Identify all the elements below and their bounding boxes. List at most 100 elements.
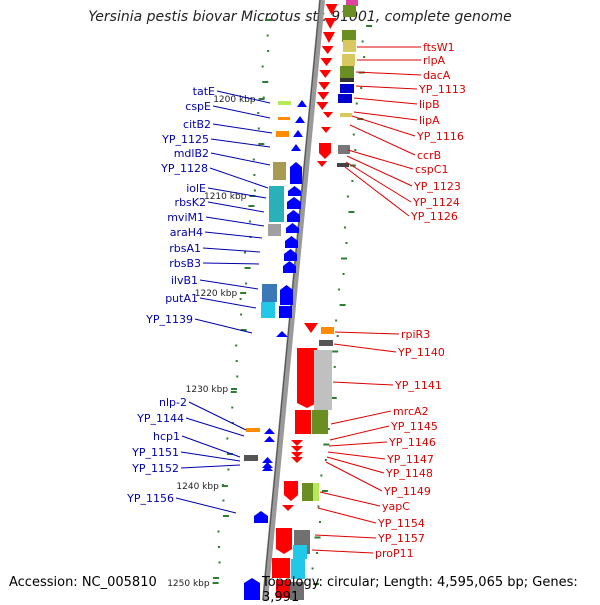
gene-block xyxy=(268,224,281,236)
left-label-connector xyxy=(207,201,265,213)
gene-arrow xyxy=(321,127,331,133)
gene-block xyxy=(269,186,284,222)
right-label-connector xyxy=(329,425,390,441)
genome-backbone xyxy=(262,0,325,600)
right-label-connector xyxy=(311,549,374,554)
right-gene-label: proP11 xyxy=(375,547,414,560)
left-gene-label: cspE xyxy=(185,100,211,113)
gene-block xyxy=(321,327,334,334)
right-gene-label: YP_1123 xyxy=(413,180,461,193)
reverse-gene-arrow xyxy=(322,32,335,43)
left-label-connector xyxy=(212,105,271,119)
gene-arrow-block xyxy=(283,261,296,273)
gene-arrow-block xyxy=(276,528,292,554)
gene-arrow xyxy=(319,153,331,159)
gene-features xyxy=(244,0,358,600)
right-label-connector xyxy=(345,161,412,203)
right-label-connector xyxy=(353,97,418,105)
gene-block xyxy=(340,78,354,82)
left-gene-label: YP_1151 xyxy=(131,446,179,459)
left-gene-label: YP_1144 xyxy=(136,412,184,425)
left-label-connector xyxy=(210,152,271,166)
reverse-gene-arrow xyxy=(321,46,334,54)
right-label-connector xyxy=(347,149,414,170)
gene-arrow xyxy=(295,116,305,123)
gene-arrow xyxy=(264,428,275,434)
gene-arrow xyxy=(323,112,333,118)
gene-arrow xyxy=(276,331,288,337)
gene-arrow-block xyxy=(254,511,268,523)
accession-text: Accession: NC_005810 xyxy=(9,575,157,590)
gene-block xyxy=(291,559,305,579)
left-label-connector xyxy=(180,464,241,469)
left-gene-label: YP_1156 xyxy=(126,492,174,505)
left-label-connector xyxy=(180,451,241,462)
left-label-connector xyxy=(209,167,269,189)
right-label-connector xyxy=(325,461,383,492)
right-gene-label: rlpA xyxy=(423,54,446,67)
left-gene-label: mviM1 xyxy=(167,211,204,224)
right-label-connector xyxy=(332,381,394,386)
right-gene-label: YP_1148 xyxy=(385,467,433,480)
gene-block xyxy=(343,40,356,52)
gene-arrow-block xyxy=(244,578,260,600)
left-gene-label: tatE xyxy=(193,85,215,98)
left-gene-label: YP_1128 xyxy=(160,162,208,175)
right-gene-label: dacA xyxy=(423,69,451,82)
gene-block xyxy=(284,481,298,495)
right-gene-label: YP_1116 xyxy=(416,130,464,143)
left-gene-label: mdlB2 xyxy=(174,147,209,160)
right-gene-label: YP_1141 xyxy=(394,379,442,392)
reverse-gene-arrow xyxy=(318,82,331,90)
gene-block xyxy=(262,284,277,302)
left-label-connector xyxy=(205,216,265,227)
reverse-gene-arrow xyxy=(325,4,338,15)
gene-arrow xyxy=(293,130,303,137)
right-gene-label: lipA xyxy=(419,114,440,127)
gene-block xyxy=(340,66,354,78)
gene-arrow-block xyxy=(287,197,301,209)
left-gene-label: iolE xyxy=(186,182,206,195)
right-gene-label: YP_1113 xyxy=(418,83,466,96)
gene-block xyxy=(276,131,289,137)
left-gene-label: YP_1125 xyxy=(161,133,209,146)
gene-arrow xyxy=(284,495,298,501)
scale-label: 1200 kbp xyxy=(213,95,256,105)
gene-block xyxy=(272,558,290,578)
gene-arrow-block xyxy=(280,285,293,305)
left-label-connector xyxy=(204,231,263,239)
gene-block xyxy=(314,350,332,410)
gene-block xyxy=(342,30,356,42)
gene-block xyxy=(343,5,356,17)
gene-arrow xyxy=(282,505,294,511)
right-label-connector xyxy=(353,111,418,121)
left-label-connectors xyxy=(175,90,273,514)
right-label-connectors xyxy=(311,46,422,554)
right-gene-label: YP_1149 xyxy=(383,485,431,498)
right-gene-label: rpiR3 xyxy=(401,328,430,341)
gene-block xyxy=(312,410,328,434)
gene-arrow xyxy=(291,457,303,463)
right-label-connector xyxy=(326,456,385,474)
left-gene-label: rbsB3 xyxy=(169,257,201,270)
reverse-gene-arrow xyxy=(317,92,330,100)
right-gene-label: ccrB xyxy=(417,149,441,162)
right-gene-label: YP_1145 xyxy=(390,420,438,433)
gene-arrow-block xyxy=(297,348,317,408)
genome-title: Yersinia pestis biovar Microtus str. 910… xyxy=(88,9,512,25)
right-gene-label: YP_1157 xyxy=(377,532,425,545)
left-label-connector xyxy=(216,90,271,104)
gene-block xyxy=(279,306,292,318)
right-label-connector xyxy=(334,331,400,335)
left-gene-label: YP_1152 xyxy=(131,462,179,475)
left-gene-label: araH4 xyxy=(170,226,203,239)
left-gene-label: putA1 xyxy=(165,292,198,305)
right-gene-label: cspC1 xyxy=(415,163,448,176)
gene-arrow-block xyxy=(286,223,299,233)
right-gene-label: YP_1140 xyxy=(397,346,445,359)
left-gene-label: YP_1139 xyxy=(145,313,193,326)
right-label-connector xyxy=(333,343,397,353)
